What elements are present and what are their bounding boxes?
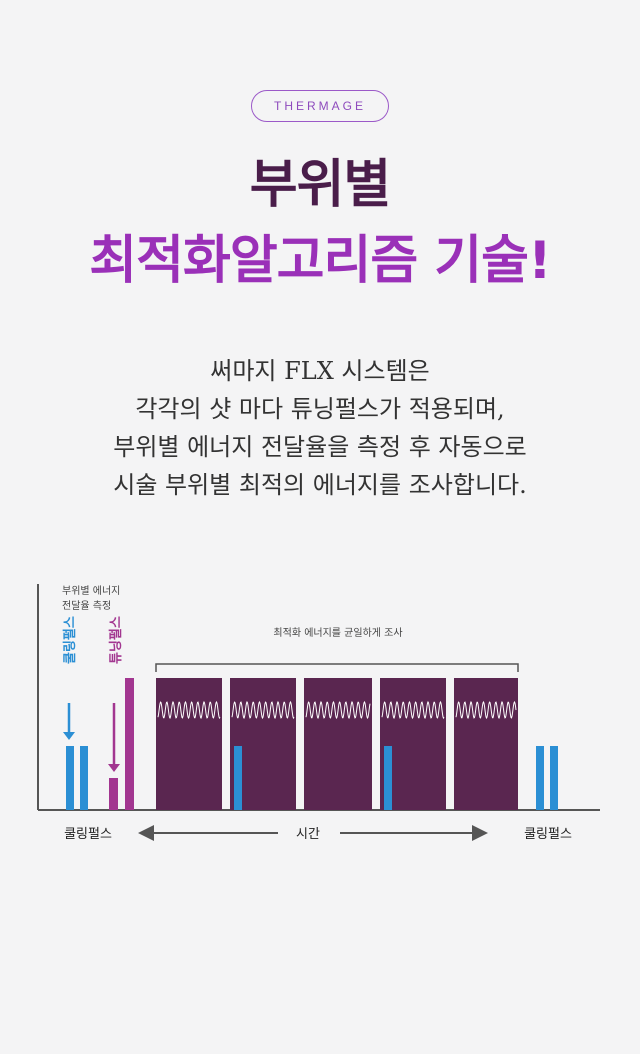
x-center-label: 시간 — [296, 827, 320, 842]
tuning-arrow-head — [108, 764, 120, 772]
energy-block — [454, 678, 518, 810]
rf-wave — [381, 700, 445, 720]
title-line-2: 최적화알고리즘 기술! — [89, 231, 551, 291]
description-line: 시술 부위별 최적의 에너지를 조사합니다. — [113, 471, 527, 499]
cooling-bar — [536, 746, 544, 810]
cooling-bar — [384, 746, 392, 810]
tuning-bar-tall — [125, 678, 134, 810]
cooling-bar — [550, 746, 558, 810]
x-right-label: 쿨링펄스 — [524, 827, 572, 842]
rf-wave — [305, 700, 371, 720]
energy-block — [304, 678, 372, 810]
thermage-badge: THERMAGE — [251, 90, 389, 122]
pulse-diagram: 부위별 에너지 전달율 측정 쿨링펄스 튜닝펄스 최적화 에너지를 균일하게 조… — [37, 584, 600, 842]
description: 써마지 FLX 시스템은 각각의 샷 마다 튜닝펄스가 적용되며, 부위별 에너… — [0, 352, 640, 504]
rf-wave — [455, 700, 517, 720]
y-axis-label-line2: 전달율 측정 — [62, 600, 111, 612]
cooling-pulse-vertical-label: 쿨링펄스 — [62, 616, 78, 664]
description-line: 각각의 샷 마다 튜닝펄스가 적용되며, — [135, 395, 505, 423]
rf-wave — [157, 700, 221, 720]
tuning-bar-short — [109, 778, 118, 810]
rf-wave-group — [157, 700, 517, 720]
cooling-arrow-head — [63, 732, 75, 740]
bracket-label: 최적화 에너지를 균일하게 조사 — [273, 626, 402, 639]
bracket — [155, 663, 519, 672]
description-line: 써마지 FLX 시스템은 — [210, 357, 430, 385]
rf-wave — [231, 700, 295, 720]
x-left-label: 쿨링펄스 — [64, 827, 112, 842]
y-axis-label-line1: 부위별 에너지 — [62, 584, 120, 597]
cooling-bar — [66, 746, 74, 810]
title-line-1: 부위별 — [249, 155, 392, 215]
energy-block — [156, 678, 222, 810]
cooling-bar — [80, 746, 88, 810]
tuning-pulse-vertical-label: 튜닝펄스 — [108, 616, 124, 664]
description-line: 부위별 에너지 전달율을 측정 후 자동으로 — [113, 433, 527, 461]
cooling-bar — [234, 746, 242, 810]
